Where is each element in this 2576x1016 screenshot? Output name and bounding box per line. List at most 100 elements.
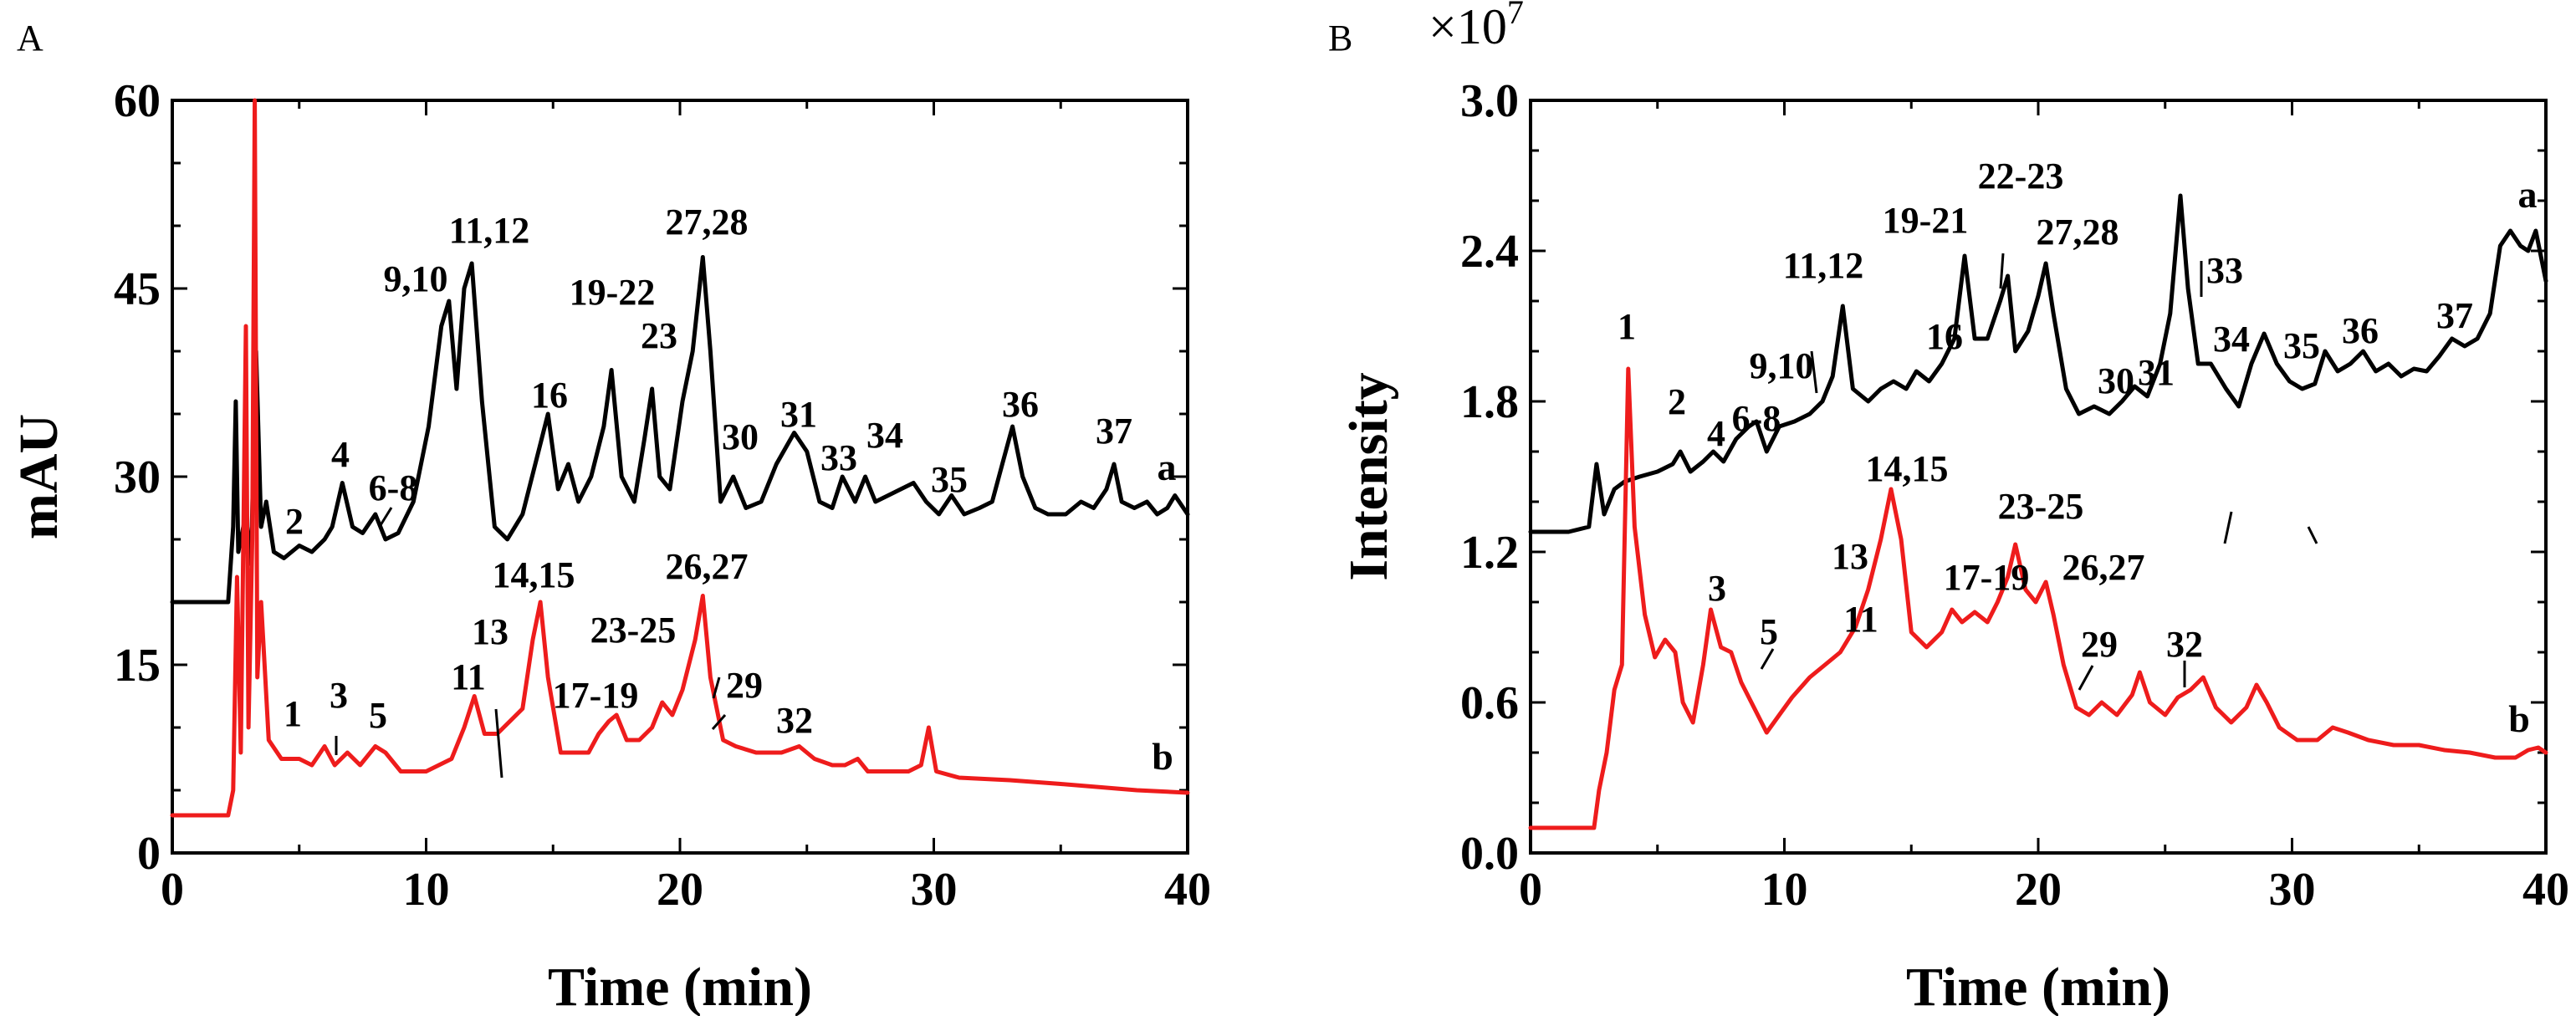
panel-a-x-axis-title: Time (min) (548, 957, 812, 1016)
peak-label: 14,15 (1866, 448, 1949, 489)
peak-label: 11,12 (1783, 245, 1864, 286)
panel-b-series (1528, 193, 2548, 830)
x-tick-label: 10 (403, 864, 450, 916)
peak-label: 32 (2166, 624, 2203, 665)
panel-b-leader-lines (1760, 253, 2318, 691)
peak-label: 32 (776, 700, 813, 741)
y-tick-label: 0.6 (1460, 677, 1519, 729)
panel-b-letter: B (1328, 18, 1352, 59)
leader-line (2223, 511, 2233, 544)
series-line-b (170, 98, 1190, 818)
peak-label: 3 (330, 675, 348, 716)
peak-label: 23 (641, 315, 677, 356)
y-tick-label: 2.4 (1460, 226, 1519, 278)
panel-a-peak-labels-b: 1 3 5 11 13 14,15 17-19 23-25 26,27 29 3… (284, 546, 813, 741)
peak-label: 36 (1002, 384, 1039, 425)
peak-label: 4 (1707, 413, 1725, 454)
leader-line (1760, 648, 1775, 670)
peak-label: 14,15 (493, 554, 575, 595)
y-tick-label: 45 (114, 263, 161, 315)
leader-line (1810, 350, 1818, 394)
peak-label: 16 (1926, 316, 1963, 357)
peak-label: 31 (780, 394, 817, 435)
series-line-a (1528, 193, 2548, 534)
peak-label: 17-19 (1944, 557, 2030, 598)
leader-line (2078, 665, 2094, 691)
peak-label: 13 (1832, 536, 1868, 577)
series-line-b (1528, 366, 2548, 830)
leader-line (494, 708, 503, 779)
x-tick-label: 10 (1761, 864, 1808, 916)
panel-a-letter: A (17, 18, 43, 59)
peak-label: 37 (1096, 411, 1132, 452)
peak-label: 29 (2081, 624, 2118, 665)
y-tick-label: 60 (114, 75, 161, 127)
peak-label: 37 (2436, 295, 2473, 336)
peak-label: 22-23 (1978, 156, 2064, 197)
panel-b-peak-labels-b: 1 3 5 11 13 14,15 17-19 23-25 26,27 29 3… (1618, 306, 2203, 665)
peak-label: 1 (284, 693, 302, 734)
y-axis-multiplier: ×107 (1429, 0, 1524, 54)
peak-label: 26,27 (2062, 547, 2145, 588)
panel-b-ticks: 0 10 20 30 40 0.0 0.6 1.2 1.8 2.4 3.0 (1460, 75, 2569, 916)
y-axis-multiplier-base: ×10 (1429, 0, 1507, 54)
y-axis-multiplier-exponent: 7 (1507, 0, 1524, 31)
peak-label: 3 (1708, 568, 1726, 609)
x-tick-label: 0 (161, 864, 184, 916)
panel-b-peak-labels-a: 2 4 6-8 9,10 11,12 16 19-21 22-23 27,28 … (1668, 156, 2473, 454)
peak-label: 13 (472, 611, 509, 652)
peak-label: 34 (866, 415, 903, 456)
peak-label: 6-8 (1732, 398, 1781, 439)
y-tick-label: 30 (114, 452, 161, 503)
peak-label: 5 (369, 695, 387, 736)
peak-label: 27,28 (2037, 212, 2119, 253)
x-tick-label: 20 (2015, 864, 2062, 916)
x-tick-label: 40 (1164, 864, 1211, 916)
peak-label: 9,10 (384, 258, 448, 299)
leader-line (1999, 253, 2005, 289)
panel-a-series (170, 98, 1190, 818)
series-label-a: a (2518, 173, 2538, 216)
peak-label: 11 (1843, 599, 1878, 640)
leader-line (379, 507, 393, 526)
peak-label: 9,10 (1750, 345, 1814, 386)
peak-label: 30 (722, 416, 759, 457)
peak-label: 1 (1618, 306, 1636, 347)
peak-label: 11,12 (449, 210, 530, 251)
peak-label: 2 (285, 501, 304, 542)
peak-label: 16 (531, 375, 568, 416)
panel-a-leader-lines (335, 507, 727, 779)
peak-label: 27,28 (666, 202, 749, 243)
panel-a-y-axis-title: mAU (8, 414, 69, 539)
peak-label: 6-8 (369, 467, 418, 508)
x-tick-label: 0 (1519, 864, 1542, 916)
peak-label: 23-25 (590, 610, 677, 651)
peak-label: 35 (931, 459, 968, 500)
peak-label: 26,27 (666, 546, 749, 587)
y-tick-label: 0 (137, 828, 161, 880)
series-line-a (170, 255, 1190, 605)
peak-label: 19-22 (570, 272, 656, 313)
peak-label: 31 (2138, 352, 2175, 393)
x-tick-label: 30 (911, 864, 958, 916)
leader-line (2307, 526, 2318, 544)
x-tick-label: 40 (2522, 864, 2569, 916)
y-tick-label: 1.2 (1460, 527, 1519, 579)
series-label-b: b (1152, 735, 1173, 778)
peak-label: 17-19 (553, 675, 639, 716)
y-tick-label: 1.8 (1460, 376, 1519, 428)
series-label-b: b (2508, 697, 2530, 740)
peak-label: 30 (2098, 360, 2134, 401)
peak-label: 11 (451, 656, 486, 697)
peak-label: 29 (726, 665, 763, 706)
peak-label: 19-21 (1883, 200, 1969, 241)
peak-label: 33 (820, 437, 857, 478)
x-tick-label: 30 (2269, 864, 2316, 916)
panel-b: B ×107 Intensity Time (min) 0 10 20 30 40 0.0… (1328, 0, 2569, 1016)
series-label-a: a (1158, 446, 1177, 488)
peak-label: 35 (2283, 325, 2320, 366)
panel-a-peak-labels-a: 2 4 6-8 9,10 11,12 16 19-22 23 27,28 30 … (285, 202, 1132, 542)
peak-label: 5 (1760, 611, 1778, 652)
